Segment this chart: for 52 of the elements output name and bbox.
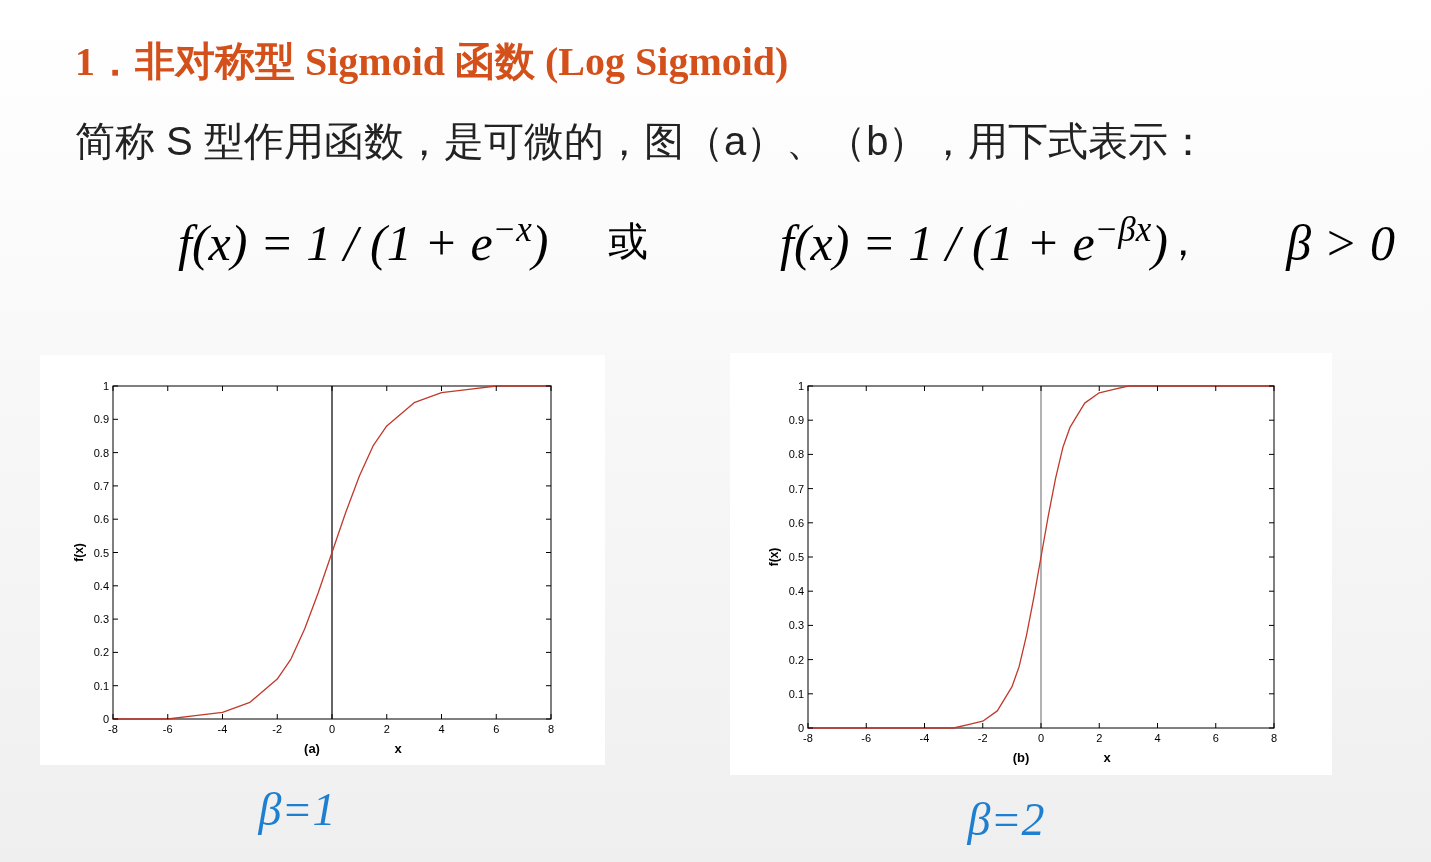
- x-tick-label: -8: [803, 732, 813, 744]
- x-tick-label: -6: [861, 732, 872, 744]
- x-tick-label: 6: [493, 723, 500, 735]
- chart-title: 1．非对称型 Sigmoid 函数 (Log Sigmoid): [75, 39, 789, 84]
- x-tick-label: 8: [1270, 732, 1278, 744]
- y-tick-label: 1: [797, 380, 804, 392]
- y-tick-label: 0.9: [788, 414, 804, 427]
- y-tick-label: 0.2: [93, 646, 109, 659]
- text: β=1: [257, 784, 336, 835]
- x-tick-label: 6: [1212, 732, 1219, 744]
- y-axis-title: f(x): [767, 547, 781, 567]
- y-tick-label: 0: [102, 713, 109, 725]
- y-tick-label: 0.7: [93, 479, 109, 492]
- y-tick-label: 0.1: [788, 687, 804, 700]
- x-tick-label: -4: [919, 732, 930, 744]
- y-tick-label: 0.5: [788, 551, 804, 563]
- y-tick-label: 0.8: [788, 448, 804, 461]
- x-axis-title: x: [394, 741, 403, 756]
- x-tick-label: 0: [1037, 732, 1045, 744]
- x-tick-label: 4: [438, 723, 445, 735]
- text: β > 0: [1285, 215, 1395, 271]
- x-tick-label: -4: [217, 723, 228, 735]
- x-tick-label: 8: [547, 723, 555, 735]
- text: f(x) = 1 / (1 + e$^{−x}$): [178, 209, 549, 271]
- y-tick-label: 0.8: [93, 446, 109, 459]
- y-tick-label: 0.7: [788, 482, 804, 495]
- y-tick-label: 0.6: [788, 516, 804, 529]
- y-tick-label: 0.5: [93, 546, 109, 559]
- text: 简称 S 型作用函数，是可微的，图（a）、（b），用下式表示：: [75, 119, 1209, 163]
- x-tick-label: 4: [1154, 732, 1161, 744]
- y-tick-label: 0.6: [93, 513, 109, 526]
- y-tick-label: 0.1: [93, 679, 109, 692]
- x-tick-label: 2: [1096, 732, 1103, 744]
- text: 或: [608, 219, 648, 264]
- text: (a): [304, 741, 320, 756]
- y-tick-label: 1: [102, 380, 109, 392]
- text: β=2: [966, 794, 1045, 845]
- y-tick-label: 0.4: [93, 579, 109, 592]
- x-tick-label: 2: [383, 723, 390, 735]
- y-tick-label: 0.3: [93, 613, 109, 626]
- y-tick-label: 0.4: [788, 585, 804, 598]
- text: (b): [1012, 750, 1030, 765]
- y-tick-label: 0.2: [788, 653, 804, 666]
- x-axis-title: x: [1103, 750, 1112, 765]
- y-tick-label: 0.3: [788, 619, 804, 632]
- x-tick-label: -8: [108, 723, 118, 735]
- x-tick-label: -6: [162, 723, 173, 735]
- y-axis-title: f(x): [72, 543, 86, 562]
- x-tick-label: -2: [977, 732, 988, 744]
- x-tick-label: -2: [272, 723, 283, 735]
- y-tick-label: 0.9: [93, 413, 109, 426]
- x-tick-label: 0: [328, 723, 336, 735]
